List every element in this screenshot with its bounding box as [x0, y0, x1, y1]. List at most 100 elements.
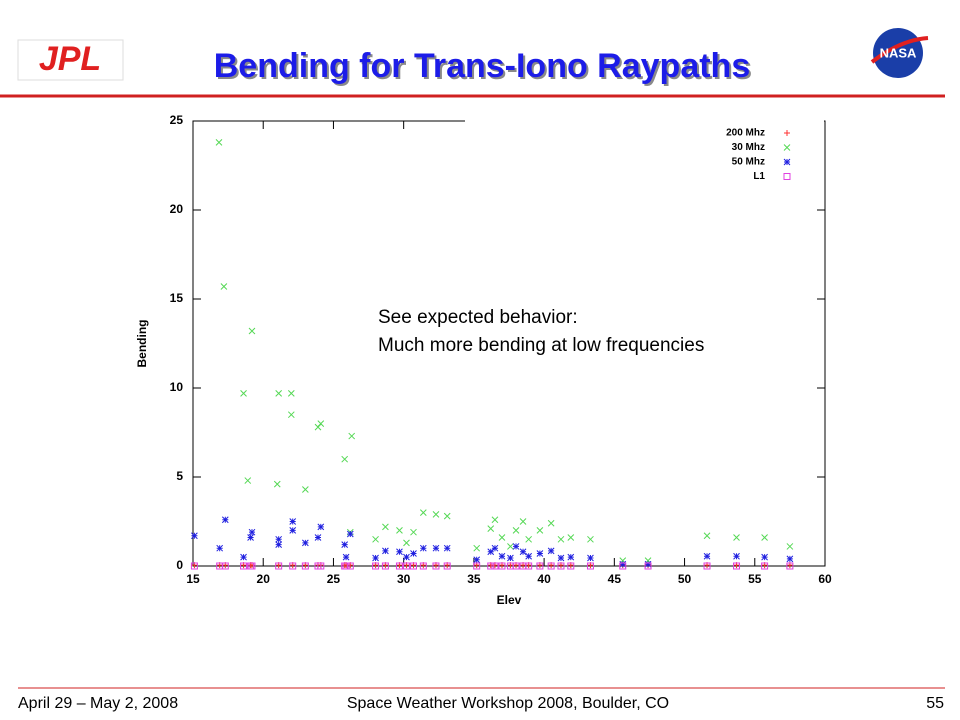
x-tick-label: 20	[257, 572, 271, 586]
point	[248, 562, 256, 570]
point	[432, 511, 440, 518]
point	[221, 516, 229, 524]
point	[419, 562, 427, 570]
point	[275, 389, 283, 397]
legend-label: 30 Mhz	[732, 142, 765, 153]
point	[786, 562, 794, 570]
point	[289, 562, 297, 570]
point	[473, 562, 481, 570]
legend-label: L1	[753, 171, 765, 182]
slide-title: Bending for Trans-Iono Raypaths	[214, 47, 750, 85]
legend-label: 50 Mhz	[732, 157, 765, 168]
point	[703, 532, 711, 540]
x-tick-label: 45	[608, 572, 622, 586]
point	[314, 423, 322, 431]
point	[342, 553, 350, 561]
legend-marker	[783, 144, 791, 151]
point	[382, 523, 389, 531]
nasa-logo: NASA	[870, 28, 929, 78]
point	[761, 534, 768, 541]
point	[396, 527, 403, 534]
point	[247, 534, 254, 541]
point	[275, 562, 283, 570]
point	[317, 562, 325, 570]
footer-page: 55	[926, 695, 944, 712]
point	[557, 554, 565, 562]
point	[519, 518, 527, 525]
point	[301, 562, 309, 570]
point	[512, 527, 520, 534]
point	[402, 562, 410, 570]
x-tick-label: 35	[467, 572, 481, 586]
point	[498, 552, 506, 560]
point	[381, 562, 389, 570]
logo-box	[17, 39, 124, 81]
point	[491, 562, 499, 570]
point	[536, 562, 544, 570]
point	[410, 528, 417, 536]
y-tick-label: 5	[176, 469, 183, 483]
point	[443, 512, 451, 520]
point	[733, 562, 741, 570]
point	[525, 552, 533, 560]
point	[302, 486, 309, 493]
point	[403, 553, 410, 561]
point	[419, 544, 427, 552]
title-shadow: Bending for Trans-Iono Raypaths	[216, 49, 752, 87]
point	[703, 552, 711, 560]
point	[248, 528, 256, 536]
y-tick-label: 15	[170, 291, 184, 305]
point	[287, 411, 295, 419]
y-tick-label: 20	[170, 202, 184, 216]
point	[567, 534, 575, 541]
point	[372, 535, 379, 543]
point	[761, 553, 768, 561]
point	[473, 556, 481, 564]
point	[346, 562, 354, 570]
point	[191, 532, 198, 540]
legend-marker	[783, 158, 791, 166]
point	[487, 548, 495, 556]
point	[567, 553, 575, 561]
annotation: See expected behavior:	[378, 307, 578, 328]
point	[287, 389, 295, 397]
point	[221, 562, 229, 570]
y-axis-label: Bending	[135, 320, 149, 368]
point	[248, 327, 256, 335]
point	[314, 534, 322, 541]
x-tick-label: 40	[537, 572, 551, 586]
point	[525, 562, 533, 570]
point	[317, 523, 325, 531]
point	[346, 530, 354, 538]
point	[216, 544, 224, 552]
legend-box	[465, 119, 824, 189]
point	[275, 535, 283, 543]
point	[491, 544, 499, 552]
point	[491, 516, 499, 524]
point	[419, 509, 427, 516]
point	[519, 548, 527, 556]
point	[587, 554, 594, 562]
point	[289, 527, 297, 534]
point	[432, 562, 440, 570]
point	[409, 562, 417, 570]
point	[512, 562, 520, 570]
x-tick-label: 50	[678, 572, 692, 586]
legend-marker	[783, 173, 791, 180]
point	[289, 518, 297, 525]
point	[240, 562, 248, 570]
x-tick-label: 25	[327, 572, 341, 586]
point	[547, 519, 555, 527]
point	[443, 544, 451, 552]
annotation: Much more bending at low frequencies	[378, 335, 704, 356]
point	[557, 535, 565, 543]
point	[619, 560, 627, 568]
point	[487, 525, 495, 532]
point	[587, 535, 594, 543]
point	[220, 283, 228, 290]
legend-label: 200 Mhz	[726, 128, 765, 139]
point	[512, 543, 520, 550]
point	[432, 544, 440, 552]
point	[403, 539, 410, 547]
